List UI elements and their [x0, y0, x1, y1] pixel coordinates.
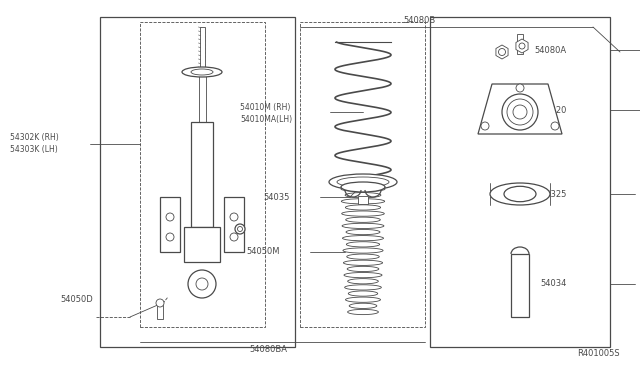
Circle shape [519, 43, 525, 49]
Bar [300, 22, 425, 327]
Circle shape [230, 213, 238, 221]
Circle shape [188, 270, 216, 298]
Ellipse shape [329, 174, 397, 190]
Circle shape [502, 94, 538, 130]
Bar [224, 197, 244, 252]
Circle shape [235, 224, 245, 234]
Polygon shape [478, 84, 562, 134]
Circle shape [481, 122, 489, 130]
Bar [160, 197, 180, 252]
Circle shape [196, 278, 208, 290]
Bar [358, 196, 368, 204]
Bar [430, 17, 610, 347]
Circle shape [166, 233, 174, 241]
Ellipse shape [504, 186, 536, 202]
Text: 54080B: 54080B [404, 16, 436, 25]
Text: 54034: 54034 [540, 279, 566, 289]
Text: 54010MA(LH): 54010MA(LH) [240, 115, 292, 124]
Text: 54050M: 54050M [246, 247, 280, 257]
Text: 54080A: 54080A [534, 45, 566, 55]
Circle shape [237, 227, 243, 231]
Circle shape [156, 299, 164, 307]
Text: 54303K (LH): 54303K (LH) [10, 144, 58, 154]
Text: 54035: 54035 [264, 192, 290, 202]
Text: 54302K (RH): 54302K (RH) [10, 132, 59, 141]
Bar [200, 27, 205, 72]
Circle shape [516, 84, 524, 92]
Bar [191, 122, 213, 227]
Circle shape [230, 233, 238, 241]
Circle shape [551, 122, 559, 130]
Text: 54010M (RH): 54010M (RH) [240, 103, 291, 112]
Text: 54320: 54320 [540, 106, 566, 115]
Bar [511, 254, 529, 317]
Ellipse shape [341, 182, 385, 192]
Circle shape [166, 213, 174, 221]
Bar [517, 34, 523, 54]
Bar [157, 305, 163, 319]
Circle shape [499, 48, 506, 55]
Bar [198, 72, 205, 122]
Text: R401005S: R401005S [577, 350, 620, 359]
Bar [100, 17, 295, 347]
Text: 54080BA: 54080BA [249, 346, 287, 355]
Text: 54050D: 54050D [60, 295, 93, 305]
Text: 54325: 54325 [540, 189, 566, 199]
Bar [184, 227, 220, 262]
Ellipse shape [490, 183, 550, 205]
Ellipse shape [191, 69, 213, 75]
Ellipse shape [182, 67, 222, 77]
Bar [140, 22, 265, 327]
